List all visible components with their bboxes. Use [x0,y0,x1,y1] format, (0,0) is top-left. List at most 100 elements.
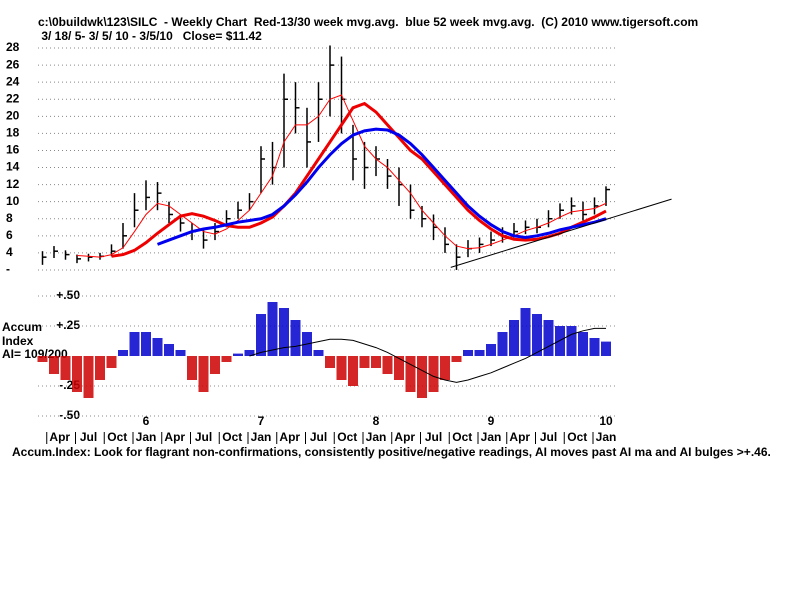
ai-bar [152,338,163,356]
ai-bar [440,356,450,380]
ai-bar [405,356,416,392]
panel-label: Accum [2,320,42,334]
ai-bar [428,356,439,392]
ai-bar [210,356,220,374]
ai-bar [60,356,71,380]
month-label: Jan [136,430,157,444]
ai-bar [106,356,117,368]
y-tick-label: -.50 [59,408,80,422]
ai-bar [233,353,243,356]
ai-bar [474,350,485,356]
ai-bar [509,320,519,356]
ai-bar [72,356,82,392]
month-label: Jan [251,430,272,444]
y-tick-label: 18 [6,126,20,140]
x-tick-label: 10 [599,414,613,428]
ai-bar [336,356,347,380]
y-tick-label: +.50 [56,288,80,302]
ai-bar [578,332,588,356]
month-label: Oct [222,430,242,444]
month-label: Jul [425,430,442,444]
moving-average-line [249,327,606,383]
ai-bar [221,356,232,362]
month-label: Oct [567,430,587,444]
y-tick-label: 10 [6,194,20,208]
y-tick-label: 6 [6,228,13,242]
ai-bar [601,341,611,356]
month-label: Apr [279,430,300,444]
y-tick-label: 12 [6,177,20,191]
ai-bar [325,356,335,368]
x-tick-label: 7 [258,414,265,428]
panel-label: Index [2,334,34,348]
month-label: Apr [394,430,415,444]
trend-line [450,198,672,268]
month-label: Jan [366,430,387,444]
chart-subtitle: 3/ 18/ 5- 3/ 5/ 10 - 3/5/10 Close= $11.4… [38,29,262,43]
y-tick-label: 22 [6,91,20,105]
ai-bar [256,314,266,356]
ai-bar [532,314,542,356]
y-tick-label: 24 [6,74,20,88]
ai-bar [359,356,370,368]
y-tick-label: 14 [6,160,20,174]
month-label: Jul [80,430,97,444]
ai-bar [497,332,508,356]
ai-bar [187,356,197,380]
ai-bar [313,350,324,356]
y-tick-label: 16 [6,143,20,157]
ai-bar [417,356,427,398]
ai-bar [555,326,565,356]
ai-bar [141,332,151,356]
month-label: Jul [540,430,557,444]
month-label: Apr [49,430,70,444]
ai-bar [83,356,94,398]
ai-bar [244,350,255,356]
moving-average-line [76,94,607,258]
ai-bar [486,344,496,356]
ai-bar [394,356,404,380]
y-tick-label: 26 [6,57,20,71]
month-label: Jan [481,430,502,444]
ai-bar [118,350,128,356]
ai-bar [279,308,289,356]
ai-bar [520,308,531,356]
ai-bar [463,350,473,356]
month-label: Apr [164,430,185,444]
ai-bar [290,320,301,356]
ai-bar [49,356,59,374]
ai-bar [198,356,209,392]
ai-bar [451,356,462,362]
moving-average-line [111,101,607,258]
ai-bar [164,344,174,356]
y-tick-label: +.25 [56,318,80,332]
month-label: Jan [596,430,617,444]
ai-bar [348,356,358,386]
y-tick-label: 8 [6,211,13,225]
ai-bar [267,302,278,356]
x-tick-label: 9 [488,414,495,428]
y-tick-label: - [6,262,10,276]
ai-bar [382,356,393,374]
y-tick-label: 20 [6,108,20,122]
ai-bar [589,338,600,356]
ai-bar [566,326,577,356]
moving-average-line [156,127,607,246]
ai-bar [129,332,140,356]
ai-bar [543,320,554,356]
month-label: Oct [337,430,357,444]
month-label: Jul [195,430,212,444]
footer-note: Accum.Index: Look for flagrant non-confi… [12,445,771,459]
chart-title: c:\0buildwk\123\SILC - Weekly Chart Red-… [38,15,698,29]
month-label: Apr [509,430,530,444]
ai-bar [37,356,48,362]
month-label: Oct [107,430,127,444]
month-label: Jul [310,430,327,444]
y-tick-label: 4 [6,245,13,259]
x-tick-label: 6 [143,414,150,428]
ai-bar [95,356,105,380]
ai-bar [371,356,381,368]
x-tick-label: 8 [373,414,380,428]
ai-bar [175,350,186,356]
